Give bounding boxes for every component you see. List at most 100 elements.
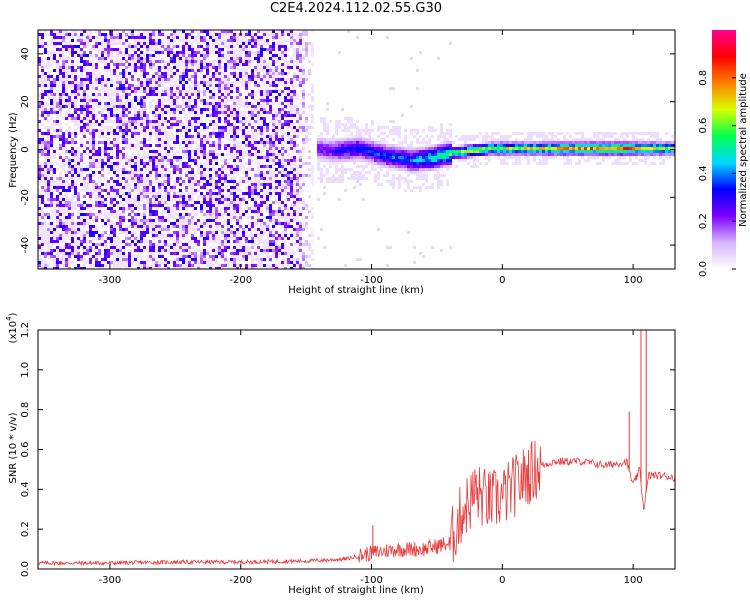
spectrogram-cell bbox=[128, 237, 131, 240]
spectrogram-cell bbox=[239, 240, 242, 243]
spectrogram-cell bbox=[83, 195, 86, 198]
spectrogram-cell bbox=[284, 240, 287, 243]
spectrogram-cell bbox=[53, 93, 56, 96]
spectrogram-cell bbox=[158, 108, 161, 111]
spectrogram-cell bbox=[164, 99, 167, 102]
spectrogram-cell bbox=[149, 171, 152, 174]
spectrogram-cell bbox=[152, 159, 155, 162]
spectrogram-cell bbox=[281, 51, 284, 54]
spectrogram-cell bbox=[260, 78, 263, 81]
spectrogram-cell bbox=[281, 54, 284, 57]
spectrogram-cell bbox=[107, 156, 110, 159]
spectrogram-cell bbox=[230, 153, 233, 156]
spectrogram-cell bbox=[224, 63, 227, 66]
spectrogram-cell bbox=[194, 222, 197, 225]
spectrogram-cell bbox=[272, 165, 275, 168]
spectrogram-cell bbox=[290, 93, 293, 96]
spectrogram-cell bbox=[68, 225, 71, 228]
spectrogram-cell bbox=[176, 234, 179, 237]
spectrogram-cell bbox=[194, 90, 197, 93]
spectrogram-cell bbox=[68, 177, 71, 180]
spectrogram-cell bbox=[155, 135, 158, 138]
spectrogram-cell bbox=[50, 87, 53, 90]
spectrogram-cell bbox=[149, 42, 152, 45]
spectrogram-cell bbox=[281, 252, 284, 255]
spectrogram-cell bbox=[83, 99, 86, 102]
spectrogram-cell bbox=[281, 147, 284, 150]
spectrogram-cell bbox=[245, 117, 248, 120]
spectrogram-cell bbox=[170, 57, 173, 60]
spectrogram-cell bbox=[128, 72, 131, 75]
spectrogram-cell bbox=[119, 102, 122, 105]
spectrogram-cell bbox=[137, 81, 140, 84]
spectrogram-cell bbox=[155, 60, 158, 63]
spectrogram-cell bbox=[89, 81, 92, 84]
spectrogram-cell bbox=[182, 150, 185, 153]
spectrogram-cell bbox=[233, 171, 236, 174]
spectrogram-cell bbox=[239, 198, 242, 201]
spectrogram-cell bbox=[287, 147, 290, 150]
spectrogram-cell bbox=[269, 177, 272, 180]
spectrogram-cell bbox=[59, 93, 62, 96]
spectrogram-cell bbox=[116, 81, 119, 84]
spectrogram-cell bbox=[302, 228, 305, 231]
spectrogram-cell bbox=[113, 63, 116, 66]
spectrogram-cell bbox=[248, 240, 251, 243]
spectrogram-cell bbox=[200, 249, 203, 252]
spectrogram-cell bbox=[113, 48, 116, 51]
spectrogram-cell bbox=[284, 228, 287, 231]
spectrogram-cell bbox=[143, 201, 146, 204]
spectrogram-cell bbox=[89, 123, 92, 126]
spectrogram-cell bbox=[203, 213, 206, 216]
spectrogram-cell bbox=[167, 69, 170, 72]
spectrogram-cell bbox=[194, 189, 197, 192]
spectrogram-cell bbox=[149, 249, 152, 252]
spectrogram-cell bbox=[299, 252, 302, 255]
spectrogram-cell bbox=[119, 261, 122, 264]
spectrogram-cell bbox=[170, 246, 173, 249]
spectrogram-cell bbox=[170, 48, 173, 51]
spectrogram-cell bbox=[275, 138, 278, 141]
spectrogram-cell bbox=[206, 264, 209, 267]
spectrogram-cell bbox=[296, 222, 299, 225]
spectrogram-cell bbox=[89, 54, 92, 57]
spectrogram-cell bbox=[266, 150, 269, 153]
spectrogram-cell bbox=[71, 69, 74, 72]
spectrogram-cell bbox=[107, 108, 110, 111]
spectrogram-cell bbox=[278, 162, 281, 165]
spectrogram-cell bbox=[59, 183, 62, 186]
spectrogram-cell bbox=[272, 249, 275, 252]
spectrogram-cell bbox=[107, 96, 110, 99]
spectrogram-cell bbox=[113, 138, 116, 141]
spectrogram-cell bbox=[62, 36, 65, 39]
spectrogram-cell bbox=[65, 36, 68, 39]
spectrogram-cell bbox=[302, 84, 305, 87]
spectrogram-cell bbox=[191, 252, 194, 255]
spectrogram-cell bbox=[62, 189, 65, 192]
spectrogram-cell bbox=[221, 267, 224, 269]
spectrogram-cell bbox=[206, 105, 209, 108]
spectrogram-cell bbox=[257, 204, 260, 207]
spectrogram-cell bbox=[116, 249, 119, 252]
spectrogram-cell bbox=[293, 114, 296, 117]
spectrogram-cell bbox=[302, 126, 305, 129]
spectrogram-cell bbox=[164, 225, 167, 228]
spectrogram-cell bbox=[254, 171, 257, 174]
spectrogram-cell bbox=[203, 249, 206, 252]
spectrogram-cell bbox=[257, 60, 260, 63]
spectrogram-cell bbox=[68, 183, 71, 186]
spectrogram-cell bbox=[263, 63, 266, 66]
spectrogram-cell bbox=[287, 171, 290, 174]
spectrogram-cell bbox=[245, 33, 248, 36]
spectrogram-cell bbox=[53, 264, 56, 267]
spectrogram-cell bbox=[239, 81, 242, 84]
spectrogram-cell bbox=[140, 246, 143, 249]
spectrogram-cell bbox=[182, 123, 185, 126]
spectrogram-cell bbox=[254, 33, 257, 36]
spectrogram-cell bbox=[116, 150, 119, 153]
spectrogram-cell bbox=[71, 204, 74, 207]
spectrogram-cell bbox=[224, 255, 227, 258]
spectrogram-cell bbox=[287, 33, 290, 36]
spectrogram-cell bbox=[245, 204, 248, 207]
spectrogram-cell bbox=[128, 144, 131, 147]
